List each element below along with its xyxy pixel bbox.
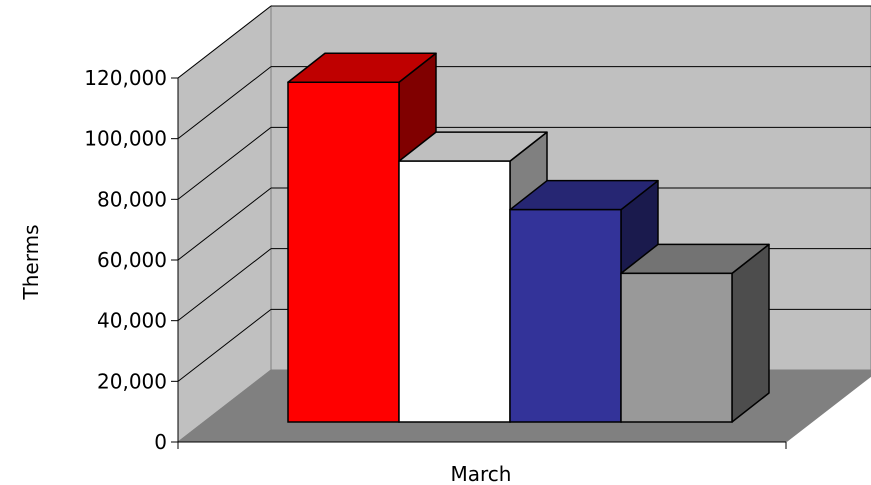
bars [287,52,770,423]
y-tick-label: 100,000 [84,127,167,151]
bar-front [620,272,733,423]
y-tick-labels: 0 20,000 40,000 60,000 80,000 100,000 120,000 [84,66,167,454]
bar-front [287,81,400,423]
gridline-side [177,5,272,79]
bar-side [731,243,770,423]
y-axis-title: Therms [19,225,43,301]
bar [620,243,770,423]
y-tick-label: 80,000 [97,187,167,211]
gridline-side [177,66,272,140]
y-tick-label: 120,000 [84,66,167,90]
y-tick-label: 0 [154,430,167,454]
category-label: March [451,462,512,485]
gridline-side [177,248,272,322]
gridline-side [177,187,272,261]
gridline-side [177,126,272,200]
axes [171,77,787,449]
gridline-side [177,308,272,382]
y-tick-label: 60,000 [97,248,167,272]
y-tick-label: 40,000 [97,309,167,333]
bar-front [398,160,511,423]
y-tick-label: 20,000 [97,369,167,393]
bar-front [509,208,622,423]
